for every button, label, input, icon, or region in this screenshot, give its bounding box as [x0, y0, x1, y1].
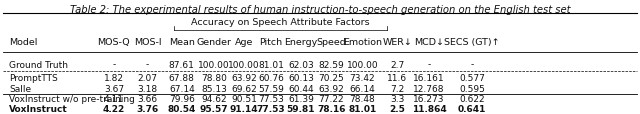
Text: Salle: Salle: [10, 84, 31, 93]
Text: 3.76: 3.76: [136, 104, 159, 113]
Text: 63.92: 63.92: [231, 73, 257, 82]
Text: MOS-I: MOS-I: [134, 37, 161, 46]
Text: 3.18: 3.18: [138, 84, 157, 93]
Text: Table 2: The experimental results of human instruction-to-speech generation on t: Table 2: The experimental results of hum…: [70, 5, 570, 15]
Text: 3.67: 3.67: [104, 84, 124, 93]
Text: 77.53: 77.53: [258, 95, 284, 104]
Text: Pitch: Pitch: [260, 37, 283, 46]
Text: -: -: [428, 60, 431, 69]
Text: 73.42: 73.42: [349, 73, 375, 82]
Text: 85.13: 85.13: [201, 84, 227, 93]
Text: 4.11: 4.11: [104, 95, 124, 104]
Text: 69.62: 69.62: [231, 84, 257, 93]
Text: 60.44: 60.44: [288, 84, 314, 93]
Text: 100.00: 100.00: [347, 60, 378, 69]
Text: Accuracy on Speech Attribute Factors: Accuracy on Speech Attribute Factors: [191, 18, 370, 27]
Text: 66.14: 66.14: [349, 84, 376, 93]
Text: Ground Truth: Ground Truth: [10, 60, 68, 69]
Text: 59.81: 59.81: [287, 104, 316, 113]
Text: 3.66: 3.66: [138, 95, 157, 104]
Text: 60.13: 60.13: [288, 73, 314, 82]
Text: 0.641: 0.641: [458, 104, 486, 113]
Text: 4.22: 4.22: [103, 104, 125, 113]
Text: 90.51: 90.51: [231, 95, 257, 104]
Text: Model: Model: [10, 37, 38, 46]
Text: Emotion: Emotion: [343, 37, 382, 46]
Text: 12.768: 12.768: [413, 84, 445, 93]
Text: 100.00: 100.00: [198, 60, 230, 69]
Text: Age: Age: [235, 37, 253, 46]
Text: Energy: Energy: [284, 37, 317, 46]
Text: 3.3: 3.3: [390, 95, 404, 104]
Text: PromptTTS: PromptTTS: [10, 73, 58, 82]
Text: 7.2: 7.2: [390, 84, 404, 93]
Text: Gender: Gender: [196, 37, 232, 46]
Text: 67.88: 67.88: [169, 73, 195, 82]
Text: MOS-Q: MOS-Q: [98, 37, 130, 46]
Text: 57.59: 57.59: [258, 84, 284, 93]
Text: 79.96: 79.96: [169, 95, 195, 104]
Text: 2.7: 2.7: [390, 60, 404, 69]
Text: 80.54: 80.54: [168, 104, 196, 113]
Text: Speed: Speed: [317, 37, 346, 46]
Text: 78.16: 78.16: [317, 104, 346, 113]
Text: SECS (GT)↑: SECS (GT)↑: [444, 37, 500, 46]
Text: -: -: [146, 60, 149, 69]
Text: 11.6: 11.6: [387, 73, 408, 82]
Text: 63.92: 63.92: [319, 84, 344, 93]
Text: 81.01: 81.01: [348, 104, 376, 113]
Text: 77.22: 77.22: [319, 95, 344, 104]
Text: 91.14: 91.14: [230, 104, 258, 113]
Text: 2.5: 2.5: [389, 104, 405, 113]
Text: 78.80: 78.80: [201, 73, 227, 82]
Text: VoxInstruct w/o pre-training: VoxInstruct w/o pre-training: [10, 95, 135, 104]
Text: Mean: Mean: [169, 37, 195, 46]
Text: 1.82: 1.82: [104, 73, 124, 82]
Text: 0.595: 0.595: [460, 84, 485, 93]
Text: MCD↓: MCD↓: [414, 37, 444, 46]
Text: 67.14: 67.14: [169, 84, 195, 93]
Text: 82.59: 82.59: [319, 60, 344, 69]
Text: WER↓: WER↓: [383, 37, 412, 46]
Text: 95.57: 95.57: [200, 104, 228, 113]
Text: 16.161: 16.161: [413, 73, 445, 82]
Text: VoxInstruct: VoxInstruct: [10, 104, 68, 113]
Text: 70.25: 70.25: [319, 73, 344, 82]
Text: 62.03: 62.03: [288, 60, 314, 69]
Text: 0.622: 0.622: [460, 95, 485, 104]
Text: 61.39: 61.39: [288, 95, 314, 104]
Text: 100.00: 100.00: [228, 60, 260, 69]
Text: 2.07: 2.07: [138, 73, 157, 82]
Text: -: -: [112, 60, 116, 69]
Text: 78.48: 78.48: [349, 95, 376, 104]
Text: 87.61: 87.61: [169, 60, 195, 69]
Text: 77.53: 77.53: [257, 104, 285, 113]
Text: 81.01: 81.01: [258, 60, 284, 69]
Text: -: -: [470, 60, 474, 69]
Text: 60.76: 60.76: [258, 73, 284, 82]
Text: 94.62: 94.62: [202, 95, 227, 104]
Text: 16.273: 16.273: [413, 95, 445, 104]
Text: 11.864: 11.864: [412, 104, 447, 113]
Text: 0.577: 0.577: [460, 73, 485, 82]
